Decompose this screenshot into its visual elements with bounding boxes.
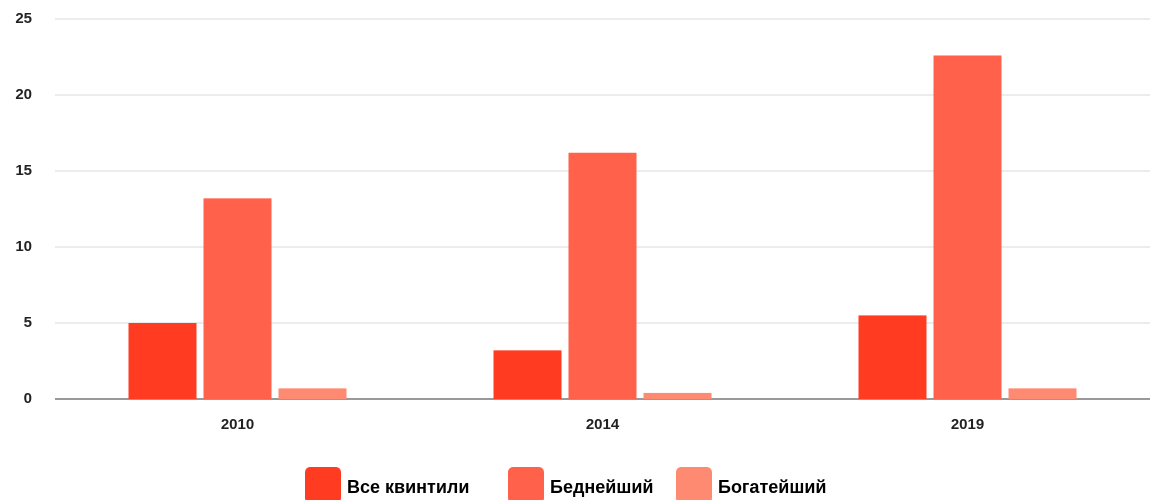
x-tick-label: 2014 (586, 416, 620, 433)
bar (1008, 388, 1077, 399)
bar (278, 388, 347, 399)
legend-swatch (508, 467, 544, 500)
legend-label: Все квинтили (347, 477, 469, 497)
bar (568, 152, 637, 399)
y-tick-label: 25 (15, 10, 32, 27)
y-tick-label: 20 (15, 86, 32, 103)
legend-label: Богатейший (718, 477, 826, 497)
bar (493, 350, 562, 399)
bar (128, 323, 197, 399)
y-tick-label: 15 (15, 162, 32, 179)
x-tick-label: 2010 (221, 416, 254, 433)
x-tick-label: 2019 (951, 416, 984, 433)
legend-swatch (305, 467, 341, 500)
bar (643, 392, 712, 399)
bar (203, 198, 272, 399)
legend-swatch (676, 467, 712, 500)
y-tick-label: 0 (24, 390, 32, 407)
y-tick-label: 5 (24, 314, 32, 331)
bar (858, 315, 927, 399)
bar (933, 55, 1002, 399)
y-tick-label: 10 (15, 238, 32, 255)
legend-label: Беднейший (550, 477, 653, 497)
